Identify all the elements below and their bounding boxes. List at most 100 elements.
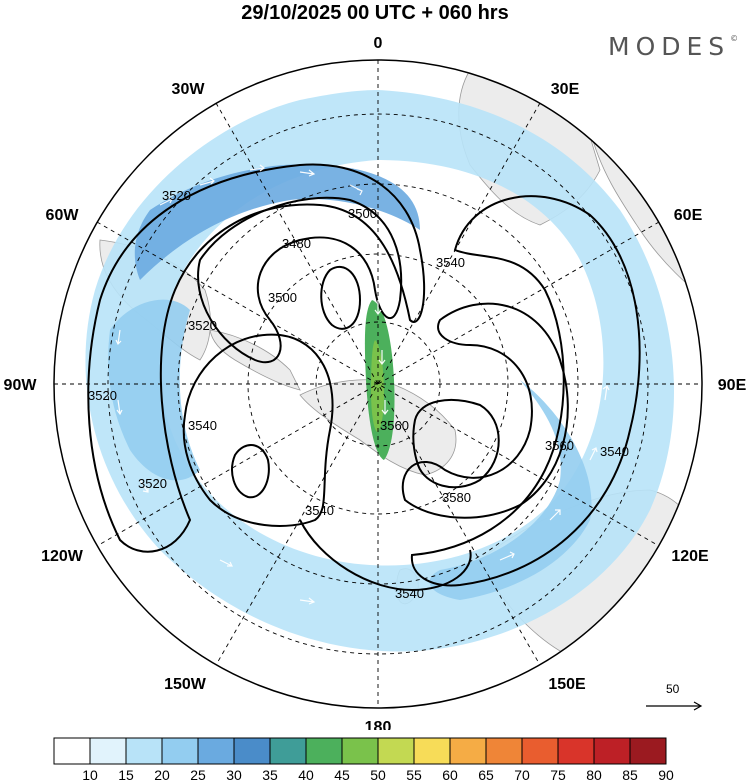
contour-3540-west	[182, 333, 334, 527]
colorbar-tick-label: 15	[118, 767, 134, 782]
colorbar-tick-label: 40	[298, 767, 314, 782]
contour-label: 3540	[305, 503, 334, 518]
contour-label: 3520	[188, 318, 217, 333]
contour-label: 3560	[380, 418, 409, 433]
wind-arrow	[374, 300, 382, 315]
contour-label: 3540	[395, 586, 424, 601]
wind-arrow	[349, 184, 363, 196]
wind-arrow	[299, 169, 316, 177]
colorbar-box	[89, 737, 127, 765]
contour-3520-outer	[87, 163, 426, 553]
colorbar-tick-label: 55	[406, 767, 422, 782]
lon-label-30w: 30W	[172, 81, 206, 98]
colorbar-tick-label: 60	[442, 767, 458, 782]
colorbar-tick-label: 65	[478, 767, 494, 782]
vector-reference: 50	[640, 682, 720, 722]
lon-label-90e: 90E	[718, 377, 747, 394]
wind-arrow	[219, 559, 233, 567]
contour-3540-east	[410, 195, 641, 587]
lon-label-150w: 150W	[164, 676, 207, 693]
contour-3580	[412, 399, 500, 489]
map-boundary	[53, 59, 703, 709]
colorbar-tick-label: 75	[550, 767, 566, 782]
colorbar-ticks: 10 15 20 25 30 35 40 45 50 55 60 65 70 75 80 85 90	[82, 767, 674, 782]
contour-3540-inner	[231, 444, 270, 499]
contour-label: 3580	[442, 490, 471, 505]
lon-label-180: 180	[365, 719, 392, 730]
wind-arrow	[116, 399, 123, 416]
contour-label: 3540	[188, 418, 217, 433]
colorbar-box	[593, 737, 631, 765]
colorbar-tick-label: 90	[658, 767, 674, 782]
colorbar-tick-label: 80	[586, 767, 602, 782]
contour-label: 3540	[600, 444, 629, 459]
jet-core-northwest	[134, 164, 420, 280]
height-contours	[87, 163, 641, 592]
wind-arrow	[602, 385, 610, 401]
wind-arrow	[589, 447, 598, 461]
jet-core-west	[108, 299, 200, 481]
contour-label-group: 3520 3500 3480 3500 3520 3540 3540 3560 …	[88, 188, 629, 601]
colorbar-tick-label: 50	[370, 767, 386, 782]
wind-vectors	[115, 164, 610, 605]
contour-label: 3500	[268, 290, 297, 305]
longitude-label-group: 0 30E 60E 90E 120E 150E 180 150W 120W 90…	[4, 35, 747, 730]
modes-logo: MODES©	[608, 32, 738, 61]
colorbar-boxes	[53, 737, 667, 765]
colorbar-box	[557, 737, 595, 765]
contour-label: 3540	[436, 255, 465, 270]
wind-arrow	[249, 164, 265, 172]
jet-core-east	[429, 380, 592, 600]
colorbar-box	[377, 737, 415, 765]
colorbar-box	[125, 737, 163, 765]
colorbar-tick-label: 35	[262, 767, 278, 782]
wind-arrow	[199, 177, 215, 186]
lon-label-90w: 90W	[4, 377, 38, 394]
colorbar-box	[485, 737, 523, 765]
colorbar-box	[341, 737, 379, 765]
lon-label-120e: 120E	[671, 548, 709, 565]
contour-label: 3520	[138, 476, 167, 491]
colorbar-tick-label: 20	[154, 767, 170, 782]
vector-reference-label: 50	[666, 682, 680, 696]
colorbar-tick-label: 25	[190, 767, 206, 782]
wind-arrow	[499, 551, 515, 561]
wind-arrow	[159, 196, 173, 206]
wind-arrow	[299, 597, 316, 605]
wind-arrow	[549, 509, 561, 521]
colorbar-tick-label: 10	[82, 767, 98, 782]
colorbar-box	[161, 737, 199, 765]
contour-label: 3480	[282, 236, 311, 251]
wind-arrow	[139, 479, 149, 493]
colorbar-box	[305, 737, 343, 765]
lon-label-60e: 60E	[674, 207, 703, 224]
colorbar: 10 15 20 25 30 35 40 45 50 55 60 65 70 75 80 85 90	[53, 737, 674, 782]
copyright-mark: ©	[730, 34, 739, 43]
colorbar-box	[413, 737, 451, 765]
wind-arrow	[115, 329, 122, 346]
wind-arrow	[389, 219, 397, 234]
colorbar-tick-label: 45	[334, 767, 350, 782]
wind-arrow	[381, 400, 389, 415]
wind-shading	[85, 90, 674, 652]
wind-arrow	[378, 350, 386, 365]
polar-map: 3520 3500 3480 3500 3520 3540 3540 3560 …	[4, 35, 747, 730]
colorbar-box	[521, 737, 559, 765]
contour-3480	[320, 265, 362, 330]
contour-label: 3500	[348, 206, 377, 221]
colorbar-tick-label: 30	[226, 767, 242, 782]
colorbar-tick-label: 70	[514, 767, 530, 782]
contour-3560	[401, 302, 569, 519]
logo-text: MODES	[608, 32, 731, 61]
colorbar-box	[233, 737, 271, 765]
vector-reference-arrow	[646, 701, 703, 711]
lon-label-150e: 150E	[548, 676, 586, 693]
colorbar-box	[629, 737, 667, 765]
contour-3500	[197, 196, 403, 364]
contour-label: 3520	[88, 388, 117, 403]
contour-label: 3520	[162, 188, 191, 203]
contour-label: 3560	[545, 438, 574, 453]
lon-label-30e: 30E	[551, 81, 580, 98]
lon-label-0: 0	[374, 35, 383, 52]
arrow-head	[693, 701, 703, 711]
